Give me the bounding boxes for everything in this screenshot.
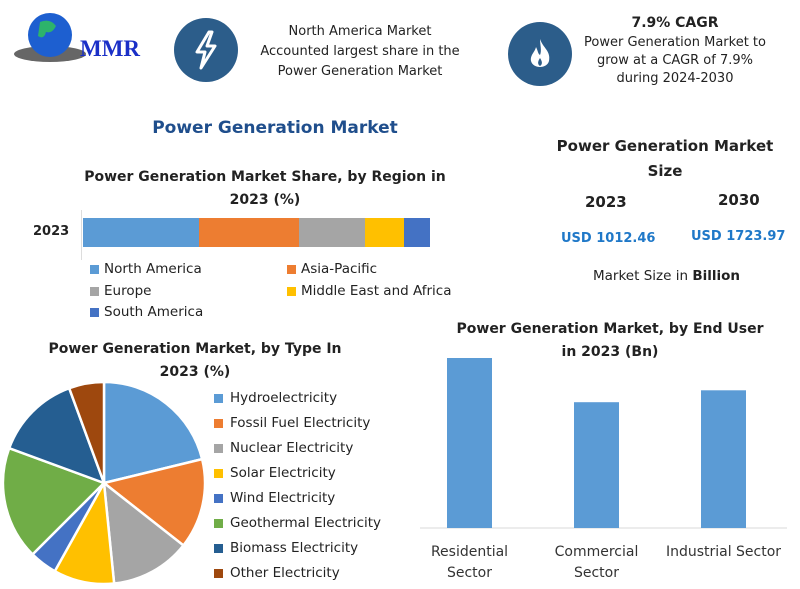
legend-item: Hydroelectricity	[214, 390, 337, 406]
legend-label: Fossil Fuel Electricity	[230, 415, 371, 431]
pie-slice-nuclear-electricity	[102, 480, 186, 585]
note-unit: Billion	[692, 268, 740, 284]
legend-item: Europe	[90, 283, 151, 299]
pie-slice-hydroelectricity	[102, 380, 204, 485]
end-user-chart-title: Power Generation Market, by End User in …	[430, 318, 790, 364]
legend-item: Solar Electricity	[214, 465, 336, 481]
year-2030: 2030	[718, 191, 760, 209]
pie-slice-other-electricity	[67, 380, 106, 484]
legend-swatch	[214, 568, 223, 578]
flame-icon	[508, 22, 572, 86]
axis-line	[81, 210, 82, 260]
pie-slice-biomass-electricity	[7, 386, 107, 486]
legend-swatch	[214, 543, 223, 553]
bar-segment-north-america	[83, 218, 199, 247]
region-chart-title: Power Generation Market Share, by Region…	[70, 166, 460, 212]
legend-label: Asia-Pacific	[301, 261, 378, 277]
legend-label: Biomass Electricity	[230, 540, 359, 556]
legend-swatch	[214, 443, 223, 453]
category-label: 2023	[33, 224, 70, 239]
fact1-line: Power Generation Market	[277, 64, 443, 79]
legend-item: Geothermal Electricity	[214, 515, 381, 531]
note-prefix: Market Size in	[593, 268, 693, 284]
title-line: Power Generation Market	[556, 137, 774, 155]
legend-swatch	[214, 518, 223, 528]
legend-swatch	[214, 493, 223, 503]
x-tick-label: Industrial Sector	[666, 544, 781, 560]
legend-label: Solar Electricity	[230, 465, 336, 481]
title-line: Power Generation Market Share, by Region…	[84, 169, 446, 185]
legend-swatch	[214, 468, 223, 478]
legend-item: Asia-Pacific	[287, 261, 377, 277]
lightning-icon	[174, 18, 238, 82]
legend-swatch	[287, 286, 296, 296]
legend-label: Geothermal Electricity	[230, 515, 382, 531]
title-line: Power Generation Market, by Type In	[48, 341, 342, 357]
main-title: Power Generation Market	[152, 118, 398, 138]
fact-cagr: 7.9% CAGR Power Generation Market to gro…	[575, 14, 775, 88]
value-2023: USD 1012.46	[561, 231, 656, 246]
fact2-line: Power Generation Market to	[584, 35, 766, 50]
legend-item: Other Electricity	[214, 565, 340, 581]
legend-item: Fossil Fuel Electricity	[214, 415, 370, 431]
bar	[447, 358, 492, 528]
legend-swatch	[90, 307, 99, 317]
legend-label: Hydroelectricity	[230, 390, 338, 406]
bar-segment-europe	[299, 218, 366, 247]
legend-item: Nuclear Electricity	[214, 440, 353, 456]
fact-north-america: North America Market Accounted largest s…	[245, 22, 475, 82]
cagr-title: 7.9% CAGR	[631, 15, 719, 31]
x-tick-label: Commercial	[555, 544, 639, 560]
fact2-line: grow at a CAGR of 7.9%	[597, 53, 753, 68]
legend-item: Biomass Electricity	[214, 540, 358, 556]
legend-swatch	[90, 264, 99, 274]
logo-text: MMR	[80, 36, 140, 61]
title-line: 2023 (%)	[229, 192, 301, 208]
legend-label: Europe	[104, 283, 152, 299]
legend-label: North America	[104, 261, 202, 277]
legend-label: Other Electricity	[230, 565, 340, 581]
legend-item: Wind Electricity	[214, 490, 335, 506]
legend-label: Wind Electricity	[230, 490, 336, 506]
globe-icon: MMR	[14, 13, 140, 62]
market-size-title: Power Generation Market Size	[555, 134, 775, 184]
mmr-logo: MMR	[10, 8, 155, 68]
legend-label: Middle East and Africa	[301, 283, 452, 299]
legend-swatch	[287, 264, 296, 274]
bar-segment-asia-pacific	[198, 218, 300, 247]
bar-segment-middle-east-and-africa	[365, 218, 404, 247]
fact1-line: North America Market	[288, 24, 432, 39]
legend-swatch	[214, 418, 223, 428]
x-tick-label: Sector	[574, 565, 619, 581]
end-user-bar-chart: Residential Sector Commercial Sector Industr…	[420, 358, 787, 581]
fact1-line: Accounted largest share in the	[260, 44, 460, 59]
bar	[701, 390, 746, 528]
bar	[574, 402, 619, 528]
legend-label: South America	[104, 304, 204, 320]
pie-slice-fossil-fuel-electricity	[101, 457, 207, 548]
type-pie-chart	[1, 380, 207, 586]
stacked-bar	[83, 218, 430, 247]
fact2-line: during 2024-2030	[616, 71, 734, 86]
title-line: Size	[647, 162, 683, 180]
legend-label: Nuclear Electricity	[230, 440, 354, 456]
title-line: in 2023 (Bn)	[561, 344, 659, 360]
title-line: Power Generation Market, by End User	[456, 321, 764, 337]
legend-item: Middle East and Africa	[287, 283, 452, 299]
year-2023: 2023	[585, 193, 627, 211]
x-tick-label: Sector	[447, 565, 492, 581]
legend-swatch	[90, 286, 99, 296]
legend-swatch	[214, 393, 223, 403]
value-2030: USD 1723.97	[691, 229, 786, 244]
bar-segment-south-america	[403, 218, 430, 247]
title-line: 2023 (%)	[159, 364, 231, 380]
legend-item: South America	[90, 304, 203, 320]
legend-item: North America	[90, 261, 202, 277]
market-size-note: Market Size in Billion	[593, 268, 740, 284]
x-tick-label: Residential	[431, 544, 508, 560]
type-chart-title: Power Generation Market, by Type In 2023…	[30, 338, 360, 384]
